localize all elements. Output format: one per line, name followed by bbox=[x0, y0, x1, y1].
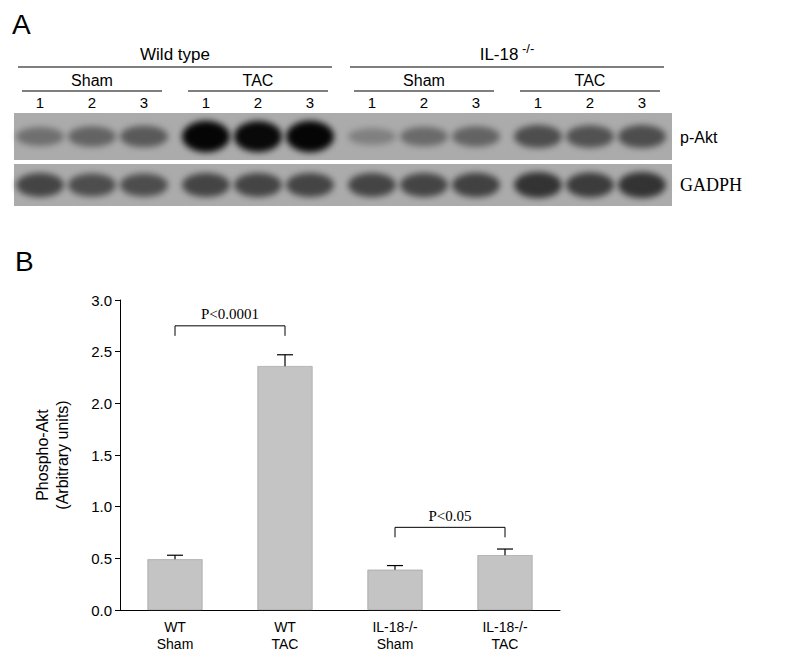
svg-text:2: 2 bbox=[88, 94, 96, 111]
svg-text:IL-18-/-: IL-18-/- bbox=[372, 619, 417, 635]
svg-text:3: 3 bbox=[140, 94, 148, 111]
svg-text:Sham: Sham bbox=[377, 636, 414, 652]
svg-text:Sham: Sham bbox=[71, 72, 113, 89]
svg-text:A: A bbox=[12, 9, 31, 40]
svg-text:P<0.05: P<0.05 bbox=[428, 508, 471, 524]
svg-text:2.5: 2.5 bbox=[91, 343, 112, 360]
svg-text:TAC: TAC bbox=[272, 636, 299, 652]
svg-text:1.0: 1.0 bbox=[91, 498, 112, 515]
svg-text:WT: WT bbox=[164, 619, 186, 635]
svg-text:1: 1 bbox=[36, 94, 44, 111]
svg-text:IL-18-/-: IL-18-/- bbox=[482, 619, 527, 635]
svg-text:Wild type: Wild type bbox=[140, 45, 210, 64]
svg-text:GADPH: GADPH bbox=[680, 175, 742, 195]
svg-text:3: 3 bbox=[472, 94, 480, 111]
svg-text:IL-18 -/-: IL-18 -/- bbox=[480, 41, 535, 64]
svg-text:Sham: Sham bbox=[403, 72, 445, 89]
svg-text:B: B bbox=[15, 246, 34, 277]
svg-text:(Arbitrary units): (Arbitrary units) bbox=[54, 400, 71, 509]
svg-text:3.0: 3.0 bbox=[91, 292, 112, 309]
svg-text:0.5: 0.5 bbox=[91, 550, 112, 567]
svg-text:TAC: TAC bbox=[575, 72, 606, 89]
svg-text:1.5: 1.5 bbox=[91, 447, 112, 464]
svg-text:0.0: 0.0 bbox=[91, 602, 112, 619]
svg-text:P<0.0001: P<0.0001 bbox=[201, 306, 259, 322]
svg-text:p-Akt: p-Akt bbox=[680, 129, 718, 146]
svg-text:3: 3 bbox=[638, 94, 646, 111]
svg-text:Sham: Sham bbox=[157, 636, 194, 652]
svg-text:2.0: 2.0 bbox=[91, 395, 112, 412]
svg-text:3: 3 bbox=[306, 94, 314, 111]
svg-text:TAC: TAC bbox=[492, 636, 519, 652]
svg-text:2: 2 bbox=[420, 94, 428, 111]
svg-text:1: 1 bbox=[368, 94, 376, 111]
svg-text:2: 2 bbox=[254, 94, 262, 111]
svg-text:Phospho-Akt: Phospho-Akt bbox=[34, 409, 51, 501]
svg-text:WT: WT bbox=[274, 619, 296, 635]
svg-text:1: 1 bbox=[534, 94, 542, 111]
svg-text:1: 1 bbox=[202, 94, 210, 111]
svg-text:2: 2 bbox=[586, 94, 594, 111]
svg-text:TAC: TAC bbox=[243, 72, 274, 89]
